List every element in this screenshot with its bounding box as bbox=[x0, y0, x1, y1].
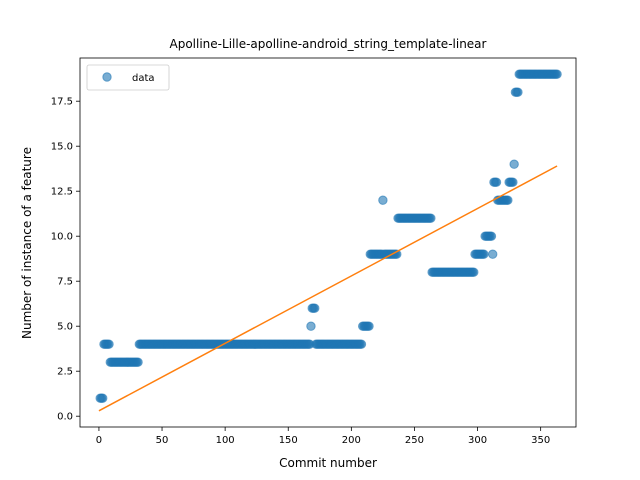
legend-box bbox=[86, 64, 170, 91]
data-point bbox=[364, 321, 374, 331]
data-point bbox=[552, 69, 562, 79]
data-point bbox=[479, 249, 489, 259]
y-axis: 0.0 2.5 5.0 7.5 10.0 12.5 15.0 17.5 bbox=[51, 97, 80, 423]
data-point bbox=[488, 249, 498, 259]
x-tick-label: 200 bbox=[342, 435, 361, 446]
data-point bbox=[513, 87, 523, 97]
y-tick-label: 5.0 bbox=[57, 322, 73, 333]
legend-label: data bbox=[132, 73, 155, 84]
data-point bbox=[306, 321, 316, 331]
data-point bbox=[356, 339, 367, 349]
legend: data bbox=[86, 64, 170, 91]
y-tick-label: 17.5 bbox=[51, 97, 73, 108]
x-tick-label: 100 bbox=[216, 435, 235, 446]
x-tick-label: 300 bbox=[468, 435, 487, 446]
x-axis-label: Commit number bbox=[279, 456, 377, 470]
data-series bbox=[95, 69, 562, 403]
data-point bbox=[426, 213, 436, 223]
data-point bbox=[491, 177, 502, 187]
x-tick-label: 150 bbox=[279, 435, 298, 446]
plot-area bbox=[79, 57, 577, 428]
fit-line bbox=[98, 165, 558, 412]
x-tick-label: 0 bbox=[96, 435, 102, 446]
data-point bbox=[469, 267, 479, 277]
chart-title: Apolline-Lille-apolline-android_string_t… bbox=[170, 37, 487, 51]
y-axis-label: Number of instance of a feature bbox=[20, 147, 34, 339]
data-point bbox=[133, 357, 143, 367]
data-point bbox=[508, 177, 518, 187]
plot-background bbox=[80, 58, 576, 427]
data-point bbox=[98, 393, 108, 403]
data-point bbox=[378, 195, 388, 205]
x-tick-label: 50 bbox=[156, 435, 169, 446]
x-axis: 0 50 100 150 200 250 300 350 bbox=[96, 427, 550, 446]
data-point bbox=[503, 195, 513, 205]
data-point bbox=[310, 303, 320, 313]
y-tick-label: 2.5 bbox=[57, 367, 73, 378]
legend-marker bbox=[102, 72, 112, 82]
data-point bbox=[486, 231, 497, 241]
x-tick-label: 350 bbox=[531, 435, 550, 446]
y-tick-label: 12.5 bbox=[51, 187, 73, 198]
y-tick-label: 0.0 bbox=[57, 412, 73, 423]
y-tick-label: 15.0 bbox=[51, 142, 73, 153]
plot-frame bbox=[79, 57, 577, 428]
y-tick-label: 7.5 bbox=[57, 277, 73, 288]
data-point bbox=[104, 339, 114, 349]
data-point bbox=[509, 159, 519, 169]
x-tick-label: 250 bbox=[405, 435, 424, 446]
y-tick-label: 10.0 bbox=[51, 232, 73, 243]
